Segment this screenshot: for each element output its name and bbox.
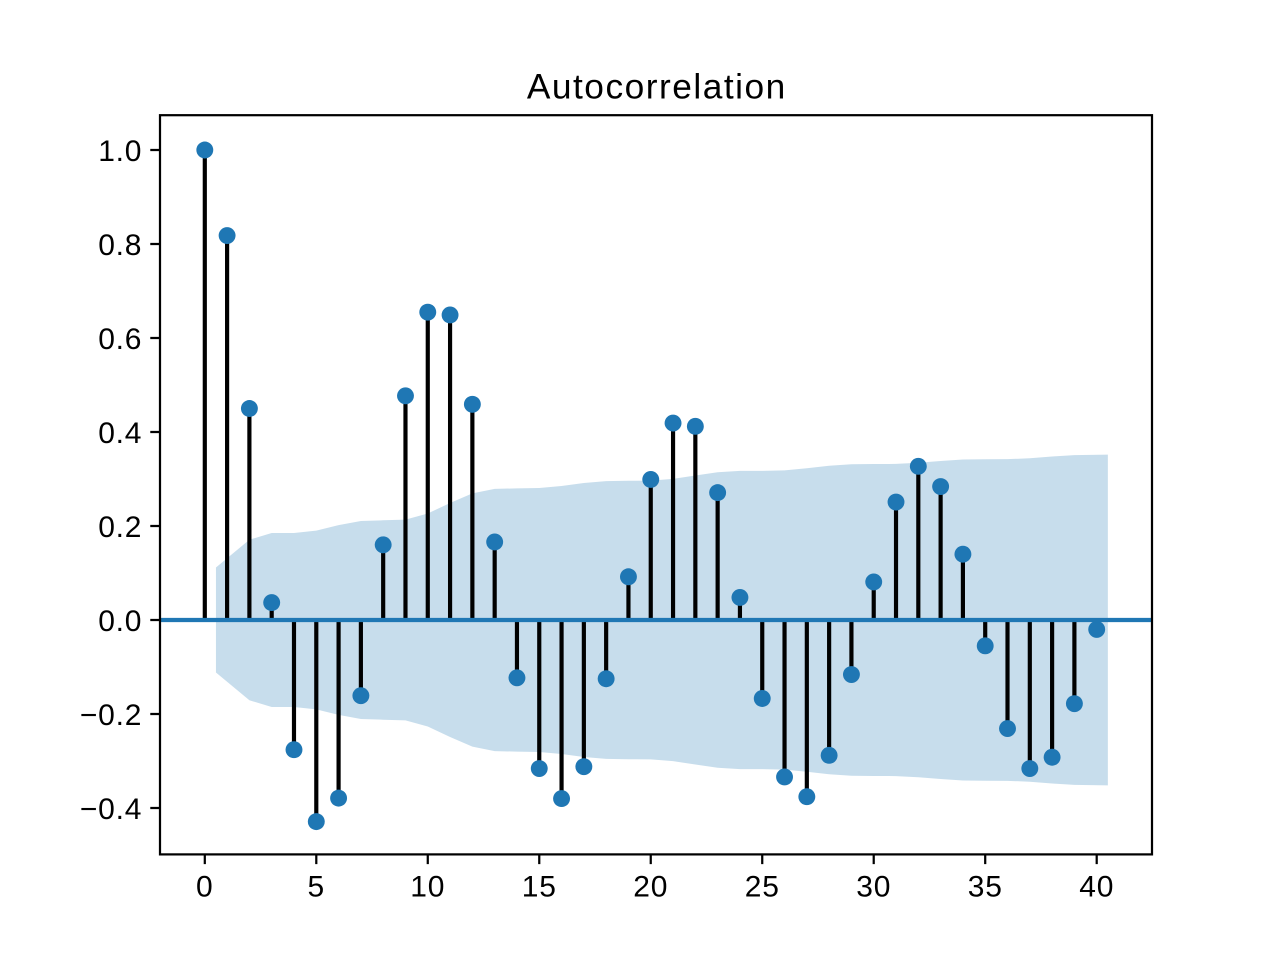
svg-text:0.4: 0.4 — [98, 417, 142, 450]
svg-text:0.0: 0.0 — [98, 605, 142, 638]
svg-text:0.6: 0.6 — [98, 323, 142, 356]
svg-text:5: 5 — [308, 870, 326, 903]
svg-text:25: 25 — [745, 870, 780, 903]
svg-text:20: 20 — [633, 870, 668, 903]
svg-text:35: 35 — [968, 870, 1003, 903]
svg-text:30: 30 — [856, 870, 891, 903]
svg-text:1.0: 1.0 — [98, 135, 142, 168]
svg-text:40: 40 — [1079, 870, 1114, 903]
svg-text:Autocorrelation: Autocorrelation — [527, 68, 787, 107]
svg-text:15: 15 — [522, 870, 557, 903]
svg-text:0.8: 0.8 — [98, 229, 142, 262]
svg-text:10: 10 — [410, 870, 445, 903]
svg-text:−0.4: −0.4 — [80, 793, 142, 826]
svg-text:0: 0 — [196, 870, 214, 903]
svg-text:0.2: 0.2 — [98, 511, 142, 544]
svg-text:−0.2: −0.2 — [80, 699, 142, 732]
